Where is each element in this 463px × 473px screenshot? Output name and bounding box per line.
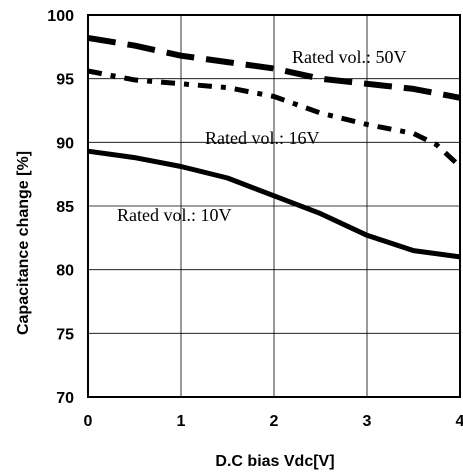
y-tick-label: 90 [56, 135, 74, 152]
y-tick-label: 100 [47, 8, 74, 25]
series-label: Rated vol.: 10V [117, 205, 232, 225]
y-axis-title: Capacitance change [%] [15, 151, 32, 335]
series-line-rated-vol-50v [87, 34, 461, 101]
plot-frame [87, 14, 461, 398]
series-label: Rated vol.: 16V [205, 128, 320, 148]
y-tick-label: 85 [56, 199, 74, 216]
series-lines [87, 34, 462, 260]
series-line-rated-vol-10v [87, 148, 461, 260]
series-line-rated-vol-16v [87, 68, 462, 169]
y-tick-label: 70 [56, 390, 74, 407]
x-tick-label: 4 [456, 413, 463, 430]
x-tick-label: 1 [177, 413, 186, 430]
tick-labels: 0 1 2 3 4 70 75 80 85 90 95 100 [47, 8, 463, 430]
y-tick-label: 75 [56, 326, 74, 343]
x-axis-title: D.C bias Vdc[V] [215, 453, 334, 470]
annotations: Rated vol.: 50V Rated vol.: 16V Rated vol.… [117, 47, 407, 225]
x-tick-label: 2 [270, 413, 279, 430]
x-tick-label: 3 [363, 413, 372, 430]
y-tick-label: 80 [56, 263, 74, 280]
x-tick-label: 0 [84, 413, 93, 430]
y-tick-label: 95 [56, 72, 74, 89]
series-label: Rated vol.: 50V [292, 47, 407, 67]
